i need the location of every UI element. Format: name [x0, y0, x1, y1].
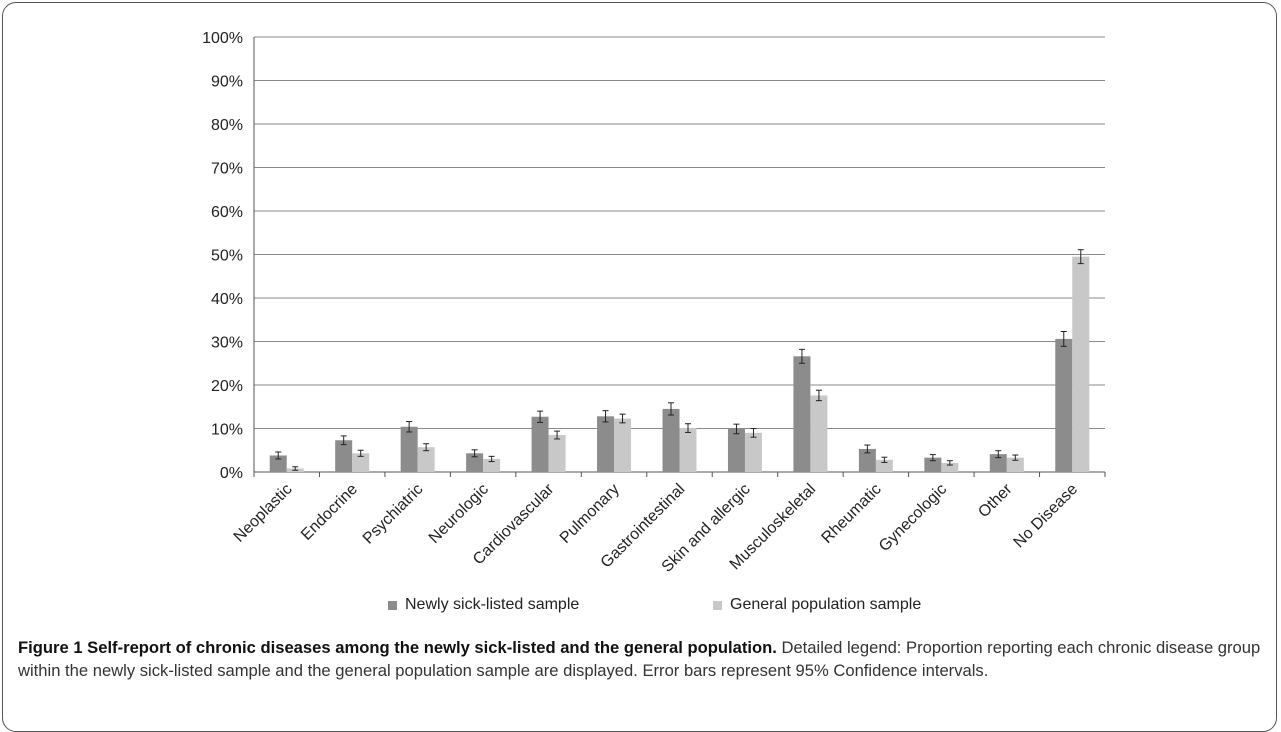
chart-legend: Newly sick-listed sample General populat… [0, 596, 1281, 620]
bar [335, 440, 353, 472]
y-tick-label: 50% [211, 248, 243, 265]
figure-caption: Figure 1 Self-report of chronic diseases… [18, 636, 1268, 682]
bar [941, 462, 959, 472]
x-tick-label: Other [975, 480, 1016, 521]
bar [483, 458, 501, 472]
bar [614, 418, 632, 472]
y-tick-label: 70% [211, 161, 243, 178]
x-tick-label: Endocrine [298, 481, 361, 544]
y-tick-label: 40% [211, 291, 243, 308]
bar [417, 447, 435, 472]
bar [989, 454, 1007, 472]
bar [1006, 457, 1024, 472]
bar [269, 455, 287, 472]
x-tick-label: Neurologic [426, 481, 492, 547]
y-tick-label: 60% [211, 204, 243, 221]
legend-item-general-population: General population sample [713, 596, 921, 614]
bar [352, 453, 370, 472]
x-tick-label: Gynecologic [876, 481, 950, 555]
legend-swatch-newly-sick-listed [388, 600, 397, 610]
y-tick-label: 20% [211, 378, 243, 395]
legend-label-general-population: General population sample [730, 596, 922, 613]
caption-title: Figure 1 Self-report of chronic diseases… [18, 638, 777, 657]
x-tick-label: Pulmonary [557, 481, 623, 547]
y-tick-label: 30% [211, 335, 243, 352]
legend-label-newly-sick-listed: Newly sick-listed sample [405, 596, 580, 613]
y-tick-label: 10% [211, 422, 243, 439]
bar [662, 408, 680, 472]
x-tick-label: Psychiatric [360, 481, 427, 548]
bar [679, 428, 697, 472]
x-tick-label: Rheumatic [819, 481, 885, 547]
bar [1055, 338, 1073, 472]
bar [810, 395, 828, 472]
y-tick-label: 100% [202, 30, 243, 47]
y-tick-label: 90% [211, 74, 243, 91]
x-tick-label: No Disease [1011, 481, 1082, 552]
bar [400, 426, 418, 472]
bar [858, 448, 876, 472]
x-tick-label: Neoplastic [231, 481, 296, 546]
bar [793, 356, 811, 472]
bar [548, 435, 566, 472]
y-tick-label: 0% [220, 465, 243, 482]
bar [744, 432, 762, 472]
bar [875, 459, 893, 472]
legend-swatch-general-population [713, 600, 722, 610]
bar [727, 428, 745, 472]
caption-text: Detailed legend: Proportion reporting ea… [18, 638, 1261, 680]
y-tick-label: 80% [211, 117, 243, 134]
bar [1072, 256, 1090, 472]
bar [597, 416, 615, 472]
bar [924, 457, 942, 472]
bar [531, 416, 549, 472]
legend-item-newly-sick-listed: Newly sick-listed sample [388, 596, 579, 614]
bar-chart: 0% 10% 20% 30% 40% 50% 60% 70% 80% 90% 100% Neoplas… [202, 30, 1106, 576]
bar [466, 453, 484, 472]
